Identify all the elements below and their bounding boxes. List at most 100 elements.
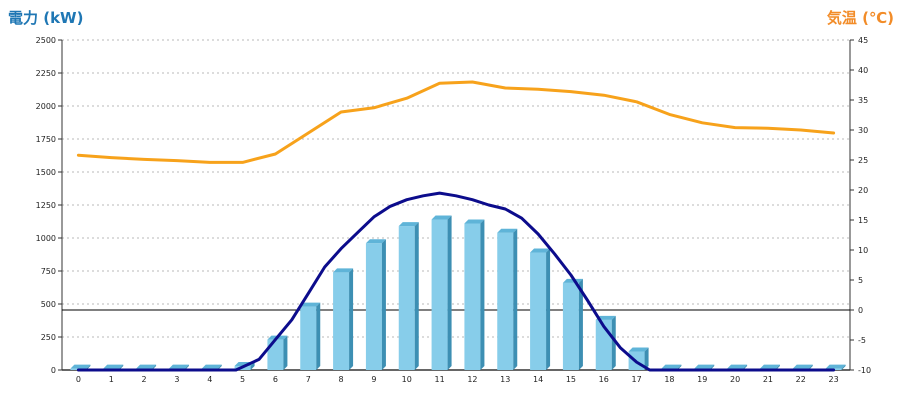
power-bar-side — [644, 347, 649, 370]
power-bar-side — [283, 335, 288, 370]
right-tick-label: -5 — [858, 336, 866, 345]
power-bar-front — [333, 272, 350, 370]
x-tick-label: 5 — [240, 375, 245, 384]
x-tick-label: 19 — [697, 375, 707, 384]
x-tick-label: 23 — [828, 375, 838, 384]
power-bar — [333, 268, 354, 370]
power-bar-top — [103, 364, 124, 369]
right-tick-label: 45 — [858, 36, 868, 45]
power-bar-front — [530, 252, 547, 370]
power-bar-side — [578, 278, 583, 370]
power-bar-front — [300, 306, 317, 370]
power-bar-top — [136, 364, 157, 369]
power-bar-front — [497, 232, 514, 370]
power-bars — [70, 215, 846, 370]
power-bar-side — [349, 268, 354, 370]
power-bar — [562, 278, 583, 370]
x-tick-label: 12 — [467, 375, 477, 384]
power-bar — [267, 335, 288, 370]
power-bar — [431, 215, 452, 370]
gridlines — [62, 39, 850, 338]
power-bar-side — [414, 222, 419, 370]
temperature-line — [76, 80, 836, 164]
right-tick-label: 20 — [858, 186, 868, 195]
right-tick-label: -10 — [858, 366, 871, 375]
right-tick-label: 15 — [858, 216, 868, 225]
power-bar-top — [694, 364, 715, 369]
power-bar-side — [611, 315, 616, 370]
right-tick-label: 30 — [858, 126, 868, 135]
x-tick-label: 16 — [599, 375, 609, 384]
x-tick-label: 0 — [76, 375, 81, 384]
power-bar — [530, 248, 551, 370]
power-bar-top — [201, 364, 222, 369]
power-bar-front — [562, 282, 579, 370]
power-bar-side — [447, 215, 452, 370]
left-tick-label: 750 — [41, 267, 56, 276]
left-tick-label: 2500 — [36, 36, 56, 45]
power-bar — [365, 239, 386, 370]
power-bar-top — [628, 347, 649, 352]
left-tick-label: 2250 — [36, 69, 56, 78]
power-bar-front — [398, 226, 415, 370]
power-bar-side — [381, 239, 386, 370]
x-tick-label: 21 — [763, 375, 773, 384]
right-tick-label: 40 — [858, 66, 868, 75]
left-tick-label: 1000 — [36, 234, 56, 243]
x-tick-label: 11 — [434, 375, 444, 384]
left-tick-label: 0 — [51, 366, 56, 375]
power-bar-top — [431, 215, 452, 220]
x-tick-label: 2 — [142, 375, 147, 384]
power-bar-top — [365, 239, 386, 244]
power-bar — [464, 219, 485, 370]
power-line — [76, 191, 836, 372]
left-tick-label: 1750 — [36, 135, 56, 144]
x-tick-label: 3 — [174, 375, 179, 384]
x-tick-label: 1 — [109, 375, 114, 384]
power-bar-top — [398, 222, 419, 227]
x-tick-label: 17 — [631, 375, 641, 384]
data-lines — [76, 80, 836, 372]
power-bar-top — [562, 278, 583, 283]
power-bar-front — [267, 339, 284, 370]
power-bar-side — [250, 362, 255, 370]
x-tick-label: 7 — [306, 375, 311, 384]
power-bar-top — [530, 248, 551, 253]
right-tick-label: 35 — [858, 96, 868, 105]
power-bar-side — [480, 219, 485, 370]
x-tick-label: 13 — [500, 375, 510, 384]
x-tick-label: 10 — [402, 375, 412, 384]
power-bar-top — [497, 228, 518, 233]
x-tick-label: 9 — [371, 375, 376, 384]
power-bar-top — [300, 302, 321, 307]
x-tick-label: 18 — [664, 375, 674, 384]
power-bar-top — [168, 364, 189, 369]
power-bar-top — [70, 364, 91, 369]
left-tick-label: 250 — [41, 333, 56, 342]
tick-labels: 0 250 500 750 1000 1250 1500 1750 20 0 0 2250 2500 -1… — [36, 36, 871, 384]
power-bar-top — [464, 219, 485, 224]
power-bar-top — [825, 364, 846, 369]
power-bar-side — [513, 228, 518, 370]
right-tick-label: 10 — [858, 246, 868, 255]
left-tick-label: 500 — [41, 300, 56, 309]
power-bar-top — [661, 364, 682, 369]
power-bar — [595, 315, 616, 370]
right-axis-title: 気温 (℃) — [826, 9, 894, 27]
x-tick-label: 14 — [533, 375, 543, 384]
right-tick-label: 0 — [858, 306, 863, 315]
left-tick-label: 1500 — [36, 168, 56, 177]
power-bar-front — [365, 243, 382, 370]
power-bar — [497, 228, 518, 370]
power-bar-top — [759, 364, 780, 369]
power-bar-top — [727, 364, 748, 369]
x-tick-label: 4 — [207, 375, 212, 384]
power-bar — [398, 222, 419, 370]
left-axis-title: 電力 (kW) — [8, 9, 84, 27]
x-tick-label: 20 — [730, 375, 740, 384]
power-bar-side — [546, 248, 551, 370]
power-bar-front — [464, 223, 481, 370]
left-tick-label: 1250 — [36, 201, 56, 210]
x-tick-label: 6 — [273, 375, 278, 384]
